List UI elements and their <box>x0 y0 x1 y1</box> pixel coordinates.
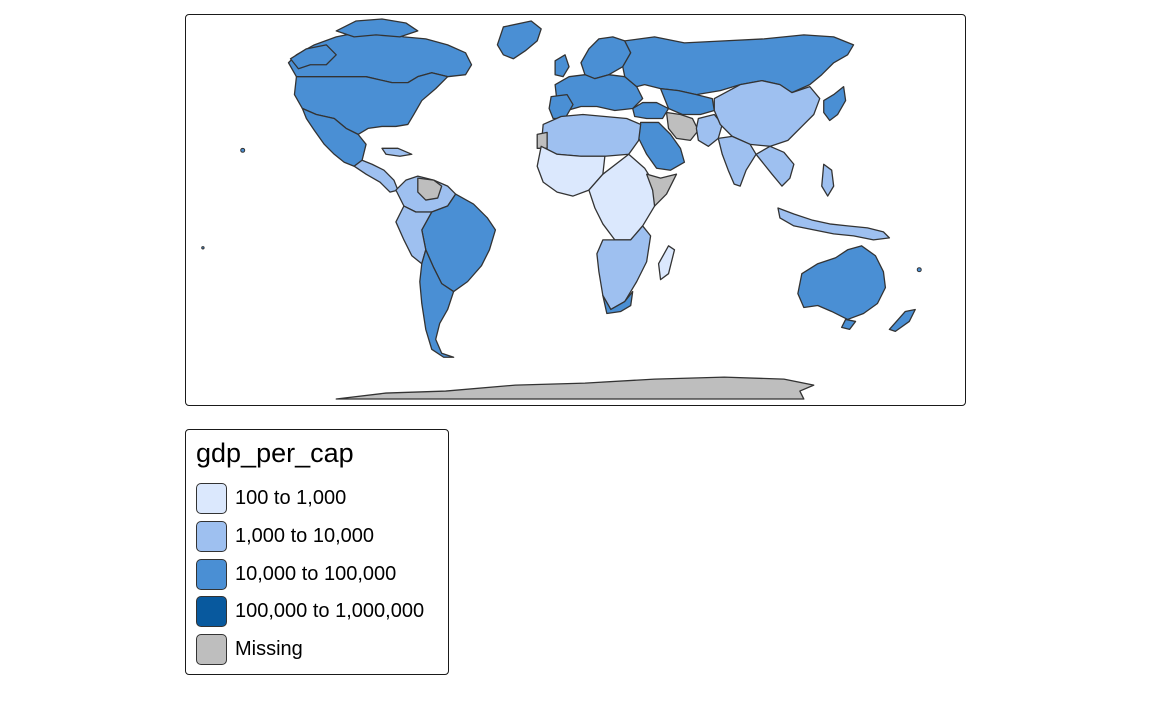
region-southern-cone <box>419 249 455 358</box>
region-north-africa <box>540 113 642 157</box>
region-caribbean <box>381 147 413 157</box>
region-horn-of-africa <box>645 173 678 207</box>
region-uk <box>554 54 570 78</box>
region-afghanistan-pakistan <box>695 113 723 147</box>
region-antarctica <box>335 376 815 400</box>
legend-item: 100 to 1,000 <box>196 483 446 515</box>
world-map <box>201 18 922 400</box>
legend-label: 10,000 to 100,000 <box>235 563 397 585</box>
region-china <box>713 80 821 147</box>
region-iberia <box>548 93 574 120</box>
region-venezuela <box>417 177 443 201</box>
legend-swatch <box>196 521 227 552</box>
region-madagascar <box>657 245 676 281</box>
region-india <box>717 135 757 187</box>
region-new-zealand <box>888 308 916 333</box>
legend-item: 10,000 to 100,000 <box>196 559 446 591</box>
region-japan <box>823 85 847 122</box>
region-australia <box>797 245 887 321</box>
region-western-sahara <box>536 131 548 149</box>
legend-title: gdp_per_cap <box>196 438 354 468</box>
region-southern-africa <box>596 225 652 311</box>
region-tasmania <box>840 318 857 331</box>
map-panel <box>185 14 966 406</box>
region-fiji <box>916 267 922 273</box>
region-europe <box>554 74 644 112</box>
region-central-america <box>353 159 399 193</box>
region-arctic-islands <box>335 18 419 38</box>
legend-item: 1,000 to 10,000 <box>196 521 446 553</box>
region-indonesia <box>777 207 891 241</box>
map-legend: gdp_per_cap 100 to 1,000 1,000 to 10,000… <box>185 429 449 675</box>
region-south-africa <box>602 290 634 315</box>
legend-item: Missing <box>196 634 446 666</box>
region-central-africa <box>588 153 656 241</box>
legend-swatch <box>196 483 227 514</box>
legend-item: 100,000 to 1,000,000 <box>196 596 446 628</box>
region-iran <box>665 111 700 142</box>
region-philippines <box>821 163 835 197</box>
legend-label: 1,000 to 10,000 <box>235 525 375 547</box>
region-pacific-island <box>201 246 205 250</box>
legend-label: 100 to 1,000 <box>235 487 347 509</box>
legend-label: 100,000 to 1,000,000 <box>235 600 425 622</box>
legend-label: Missing <box>235 638 303 660</box>
region-arabia <box>638 121 686 171</box>
legend-swatch <box>196 634 227 665</box>
region-greenland <box>496 20 542 60</box>
legend-swatch <box>196 596 227 627</box>
region-alaska <box>289 44 337 70</box>
region-southeast-asia <box>755 145 795 187</box>
region-hawaii <box>240 147 246 153</box>
region-turkey <box>632 101 670 120</box>
legend-swatch <box>196 559 227 590</box>
